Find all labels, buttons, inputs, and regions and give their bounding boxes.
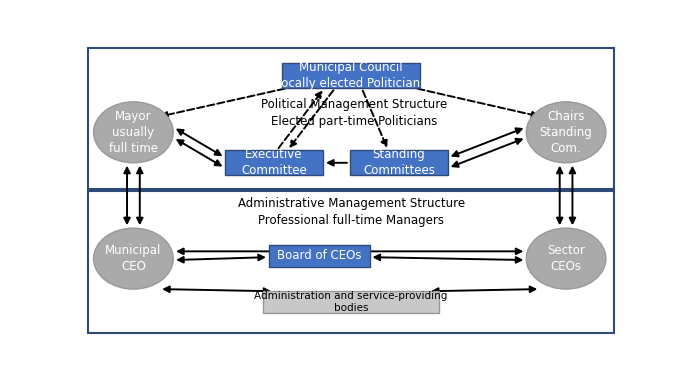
FancyBboxPatch shape <box>350 150 448 175</box>
FancyBboxPatch shape <box>269 245 370 267</box>
FancyBboxPatch shape <box>282 63 420 88</box>
Text: Sector
CEOs: Sector CEOs <box>547 244 585 273</box>
Text: Municipal
CEO: Municipal CEO <box>105 244 162 273</box>
Text: Chairs
Standing
Com.: Chairs Standing Com. <box>540 110 593 155</box>
Text: Executive
Committee: Executive Committee <box>241 148 307 177</box>
FancyBboxPatch shape <box>264 291 438 313</box>
Ellipse shape <box>526 102 606 163</box>
Ellipse shape <box>94 228 173 289</box>
Text: Board of CEOs: Board of CEOs <box>277 249 362 262</box>
Ellipse shape <box>526 228 606 289</box>
Text: Administration and service-providing
bodies: Administration and service-providing bod… <box>254 291 448 313</box>
Text: Administrative Management Structure
Professional full-time Managers: Administrative Management Structure Prof… <box>238 197 464 227</box>
FancyBboxPatch shape <box>88 191 614 333</box>
Text: Standing
Committees: Standing Committees <box>363 148 435 177</box>
FancyBboxPatch shape <box>225 150 323 175</box>
FancyBboxPatch shape <box>88 48 614 189</box>
Text: Political Management Structure
Elected part-time Politicians: Political Management Structure Elected p… <box>260 98 447 129</box>
Text: Mayor
usually
full time: Mayor usually full time <box>109 110 158 155</box>
Text: Municipal Council
Locally elected Politicians: Municipal Council Locally elected Politi… <box>275 61 427 90</box>
Ellipse shape <box>94 102 173 163</box>
